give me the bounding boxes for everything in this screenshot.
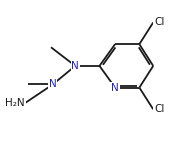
Text: Cl: Cl <box>154 18 164 27</box>
Text: H₂N: H₂N <box>5 98 25 108</box>
Text: N: N <box>71 61 79 71</box>
Text: N: N <box>49 80 57 89</box>
Text: N: N <box>111 83 119 93</box>
Text: Cl: Cl <box>154 104 164 114</box>
